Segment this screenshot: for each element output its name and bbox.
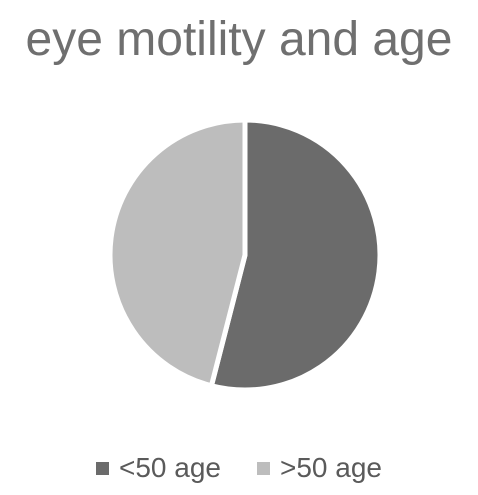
chart-title: eye motility and age	[25, 13, 453, 66]
legend-item-over-50: >50 age	[257, 450, 382, 486]
legend-label-under-50: <50 age	[119, 452, 221, 483]
legend: <50 age >50 age	[0, 450, 478, 486]
pie-slice-0	[208, 117, 383, 393]
legend-label-over-50: >50 age	[280, 452, 382, 483]
legend-item-under-50: <50 age	[96, 450, 221, 486]
pie-slice-1	[107, 117, 248, 389]
legend-swatch-over-50	[257, 461, 270, 475]
legend-swatch-under-50	[96, 461, 109, 475]
